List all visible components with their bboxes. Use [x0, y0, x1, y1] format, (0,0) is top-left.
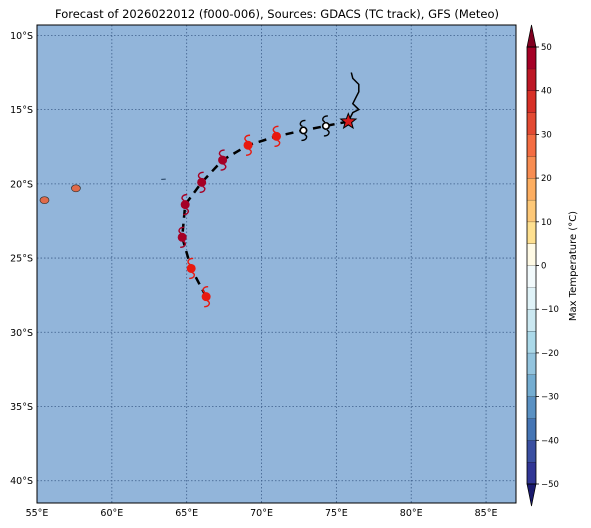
colorbar-tick-label: 50: [541, 43, 552, 53]
latitude-label: 25°S: [10, 254, 33, 265]
colorbar-segment: [527, 156, 536, 179]
colorbar-segment: [527, 287, 536, 310]
colorbar-segment: [527, 90, 536, 113]
storm-symbol-icon: [271, 125, 281, 148]
storm-symbol-icon: [243, 134, 253, 156]
colorbar-segment: [527, 352, 536, 375]
storm-symbol-icon: [201, 285, 211, 308]
colorbar-segment: [527, 331, 536, 353]
colorbar-segment: [527, 396, 536, 419]
observed-track-line: [349, 72, 361, 119]
longitude-label: 60°E: [100, 508, 123, 519]
latitude-label: 10°S: [10, 31, 33, 42]
latitude-label: 30°S: [10, 328, 33, 339]
colorbar-tick-label: 0: [541, 262, 546, 272]
latitude-label: 40°S: [10, 476, 33, 487]
colorbar-tick-label: −20: [541, 349, 559, 359]
storm-symbol-icon: [186, 257, 196, 280]
storm-symbol-icon: [299, 119, 308, 142]
colorbar-segment: [527, 440, 536, 463]
current-position-star-icon: [339, 112, 358, 130]
longitude-tick-labels: 55°E 60°E 65°E 70°E 75°E 80°E 85°E: [26, 508, 498, 519]
longitude-label: 70°E: [250, 508, 273, 519]
colorbar-segment: [527, 374, 536, 397]
colorbar-segment: [527, 47, 536, 69]
colorbar-tick-labels: −50 −40 −30 −20 −10 0 10 20 30 40 50: [536, 43, 559, 490]
colorbar-segment: [527, 68, 536, 91]
colorbar-tick-label: −30: [541, 393, 559, 403]
island-reunion: [39, 196, 50, 205]
island-mauritius: [71, 184, 81, 193]
storm-symbol-icon: [218, 149, 228, 171]
longitude-label: 75°E: [325, 508, 348, 519]
colorbar-segment: [527, 112, 536, 135]
storm-symbol-icon: [321, 115, 330, 137]
islands: [39, 178, 166, 205]
colorbar-tick-label: 40: [541, 87, 552, 97]
colorbar-label: Max Temperature (°C): [568, 211, 579, 321]
latitude-tick-labels: 10°S 15°S 20°S 25°S 30°S 35°S 40°S: [10, 31, 33, 487]
map-panel: 55°E 60°E 65°E 70°E 75°E 80°E 85°E 10°S 15°S 20°…: [10, 24, 517, 519]
storm-symbol-icon: [197, 171, 207, 194]
colorbar-extend-min: [526, 483, 537, 507]
colorbar-tick-label: −10: [541, 305, 559, 315]
colorbar-extend-max: [526, 24, 537, 48]
graticule: [36, 25, 516, 503]
colorbar: −50 −40 −30 −20 −10 0 10 20 30 40 50 Max Temperatu…: [526, 24, 579, 507]
colorbar-segment: [527, 199, 536, 222]
colorbar-segment: [527, 309, 536, 332]
colorbar-segment: [527, 265, 536, 288]
longitude-label: 80°E: [400, 508, 423, 519]
storm-symbols: [177, 115, 330, 308]
longitude-label: 65°E: [175, 508, 198, 519]
colorbar-segment: [527, 221, 536, 244]
colorbar-segment: [527, 418, 536, 441]
map-frame: [36, 24, 517, 504]
latitude-label: 35°S: [10, 402, 33, 413]
longitude-label: 85°E: [475, 508, 498, 519]
latitude-label: 15°S: [10, 105, 33, 116]
ocean-background: [37, 25, 516, 503]
colorbar-segment: [527, 134, 536, 157]
colorbar-tick-label: 20: [541, 174, 552, 184]
longitude-label: 55°E: [26, 508, 49, 519]
storm-symbol-icon: [180, 193, 190, 216]
colorbar-segment: [527, 462, 536, 484]
map-content: [39, 72, 361, 308]
chart-title: Forecast of 2026022012 (f000-006), Sourc…: [55, 7, 499, 21]
colorbar-tick-label: −40: [541, 436, 559, 446]
colorbar-tick-label: −50: [541, 480, 559, 490]
latitude-label: 20°S: [10, 179, 33, 190]
storm-symbol-icon: [177, 226, 187, 248]
colorbar-segment: [527, 178, 536, 200]
colorbar-tick-label: 30: [541, 130, 552, 140]
colorbar-tick-label: 10: [541, 218, 552, 228]
colorbar-segments: [526, 24, 537, 507]
colorbar-segment: [527, 243, 536, 266]
